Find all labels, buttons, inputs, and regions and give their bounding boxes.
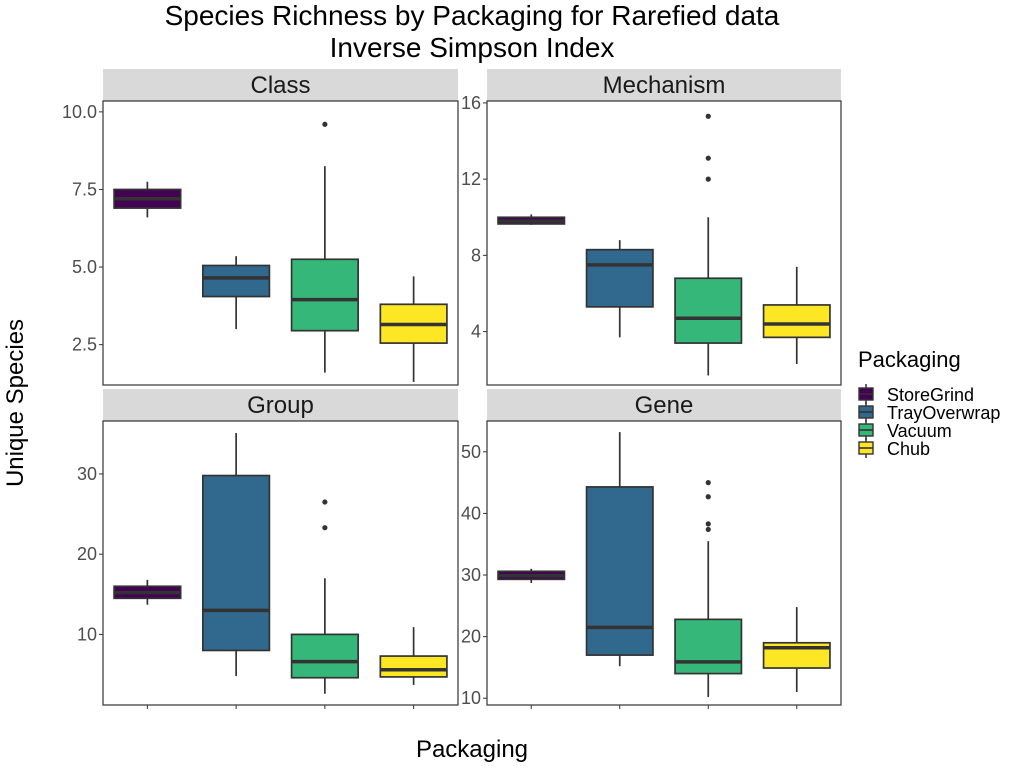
- panel-border-mechanism: [486, 100, 842, 386]
- box-group-storegrind: [113, 579, 182, 605]
- y-axis-title: Unique Species: [2, 319, 29, 487]
- legend-item-storegrind: StoreGrind: [858, 384, 974, 405]
- strip-label-mechanism: Mechanism: [603, 72, 726, 99]
- outlier-point: [705, 113, 711, 119]
- legend-item-chub: Chub: [858, 438, 930, 459]
- panel-border-group: [102, 420, 459, 706]
- box-gene-storegrind: [497, 568, 566, 584]
- strip-label-class: Class: [250, 72, 310, 99]
- box-body: [201, 474, 271, 652]
- box-body: [290, 258, 360, 332]
- outlier-point: [322, 499, 328, 505]
- box-group-chub: [379, 627, 448, 685]
- box-body: [674, 277, 743, 344]
- outlier-point: [322, 525, 328, 531]
- y-tick-label-class-2: 7.5: [72, 179, 97, 199]
- strip-label-gene: Gene: [635, 392, 694, 419]
- box-class-vacuum: [290, 121, 360, 373]
- box-body: [379, 655, 448, 678]
- y-tick-label-gene-4: 50: [461, 442, 481, 462]
- legend-title: Packaging: [858, 347, 961, 372]
- y-tick-label-class-0: 2.5: [72, 335, 97, 355]
- outlier-point: [705, 526, 711, 533]
- y-tick-label-gene-0: 10: [461, 688, 481, 708]
- y-tick-label-group-0: 10: [77, 624, 97, 644]
- box-body: [762, 304, 831, 339]
- panel-border-class: [102, 100, 459, 386]
- y-tick-label-group-2: 30: [77, 464, 97, 484]
- y-tick-label-group-1: 20: [77, 544, 97, 564]
- legend-label-vacuum: Vacuum: [887, 421, 952, 441]
- box-body: [201, 264, 271, 298]
- legend-label-trayoverwrap: TrayOverwrap: [887, 403, 1000, 423]
- facet-panels: Class 2.5 5.0 7.5 10.0 Mechanism 4 8 12 16 Group 10…: [62, 69, 842, 709]
- box-mechanism-storegrind: [497, 214, 566, 225]
- chart-title-line-2: Inverse Simpson Index: [330, 32, 615, 63]
- legend: Packaging StoreGrindTrayOverwrapVacuumCh…: [858, 347, 1000, 459]
- box-gene-chub: [762, 607, 831, 693]
- panel-class: Class 2.5 5.0 7.5 10.0: [62, 69, 459, 386]
- panel-gene: Gene 10 20 30 40 50: [461, 389, 842, 709]
- outlier-point: [705, 521, 711, 527]
- box-group-vacuum: [290, 499, 360, 694]
- strip-gene: [487, 389, 841, 421]
- panel-mechanism: Mechanism 4 8 12 16: [461, 69, 842, 386]
- panel-group: Group 10 20 30: [77, 389, 459, 709]
- box-gene-vacuum: [674, 480, 743, 697]
- box-body: [585, 486, 654, 656]
- panel-border-gene: [486, 420, 842, 706]
- y-tick-label-class-3: 10.0: [62, 102, 97, 122]
- outlier-point: [705, 480, 711, 486]
- legend-item-trayoverwrap: TrayOverwrap: [858, 402, 1000, 423]
- box-group-trayoverwrap: [201, 433, 271, 677]
- y-tick-label-mechanism-2: 12: [461, 169, 481, 189]
- strip-group: [103, 389, 458, 421]
- outlier-point: [705, 176, 711, 182]
- box-mechanism-chub: [762, 266, 831, 365]
- y-tick-label-mechanism-1: 8: [471, 245, 481, 265]
- box-body: [674, 618, 743, 675]
- legend-label-storegrind: StoreGrind: [887, 385, 974, 405]
- y-tick-label-gene-2: 30: [461, 565, 481, 585]
- y-tick-label-gene-1: 20: [461, 627, 481, 647]
- chart-title-line-1: Species Richness by Packaging for Rarefi…: [165, 0, 780, 31]
- legend-label-chub: Chub: [887, 439, 930, 459]
- outlier-point: [322, 121, 328, 127]
- box-mechanism-trayoverwrap: [585, 240, 654, 338]
- strip-class: [103, 69, 458, 101]
- outlier-point: [705, 494, 711, 500]
- box-class-storegrind: [113, 181, 182, 218]
- x-axis-title: Packaging: [416, 736, 528, 763]
- outlier-point: [705, 155, 711, 161]
- y-tick-label-mechanism-3: 16: [461, 93, 481, 113]
- strip-label-group: Group: [247, 392, 314, 419]
- y-tick-label-mechanism-0: 4: [471, 322, 481, 342]
- y-tick-label-gene-3: 40: [461, 503, 481, 523]
- box-mechanism-vacuum: [674, 113, 743, 376]
- legend-item-vacuum: Vacuum: [858, 420, 952, 441]
- box-class-trayoverwrap: [201, 256, 271, 330]
- y-tick-label-class-1: 5.0: [72, 257, 97, 277]
- strip-mechanism: [487, 69, 841, 101]
- box-gene-trayoverwrap: [585, 432, 654, 667]
- box-class-chub: [379, 276, 448, 382]
- box-body: [290, 633, 360, 679]
- box-body: [585, 248, 654, 308]
